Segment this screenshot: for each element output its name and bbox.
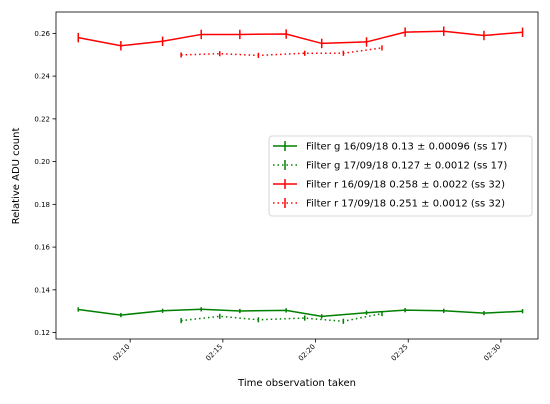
legend-label: Filter g 17/09/18 0.127 ± 0.0012 (ss 17) [306,161,507,172]
series-line [181,47,383,57]
y-tick-label: 0.12 [34,329,50,337]
series-4 [180,45,383,58]
series-line [78,308,523,318]
y-tick-label: 0.20 [34,158,50,166]
legend-items: Filter g 16/09/18 0.13 ± 0.00096 (ss 17)… [273,141,507,210]
y-axis-ticks: 0.12 0.14 0.16 0.18 0.20 0.22 0.24 0.26 [34,30,56,337]
legend-label: Filter r 16/09/18 0.258 ± 0.0022 (ss 32) [306,180,505,191]
y-tick-label: 0.24 [34,73,50,81]
y-tick-label: 0.18 [34,201,50,209]
series-1 [77,307,524,319]
legend: Filter g 16/09/18 0.13 ± 0.00096 (ss 17)… [268,135,533,217]
x-tick-label: 02:15 [204,343,224,363]
y-tick-label: 0.16 [34,244,50,252]
x-tick-label: 02:30 [482,343,502,363]
plot-frame [55,11,539,340]
series-3 [77,26,524,51]
x-axis-ticks: 02:10 02:15 02:20 02:25 02:30 [112,339,502,363]
x-tick-label: 02:20 [297,343,317,363]
legend-frame [268,135,533,217]
legend-label: Filter r 17/09/18 0.251 ± 0.0012 (ss 32) [306,199,505,210]
x-tick-label: 02:10 [112,343,132,363]
y-tick-label: 0.26 [34,30,50,38]
y-axis-label: Relative ADU count [11,128,22,225]
y-tick-label: 0.14 [34,286,50,294]
series-2 [180,311,383,324]
x-axis-label: Time observation taken [237,378,356,389]
legend-label: Filter g 16/09/18 0.13 ± 0.00096 (ss 17) [306,142,507,153]
series-line [181,312,383,323]
y-tick-label: 0.22 [34,115,50,123]
plot-area [77,26,524,324]
x-tick-label: 02:25 [390,343,410,363]
series-line [78,30,523,47]
